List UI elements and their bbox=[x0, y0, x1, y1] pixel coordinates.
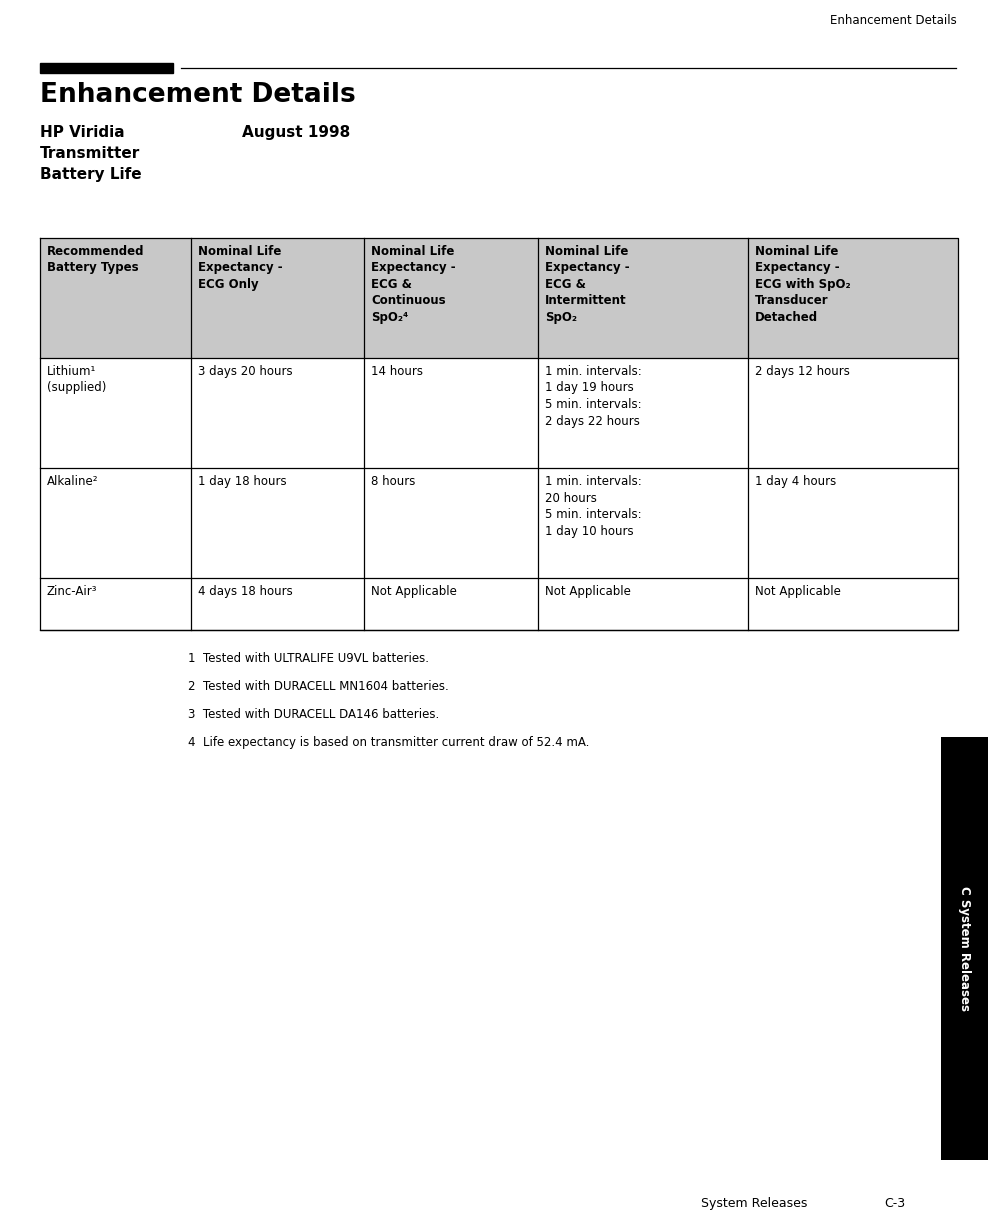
Text: Enhancement Details: Enhancement Details bbox=[40, 82, 356, 108]
Text: C System Releases: C System Releases bbox=[957, 887, 971, 1011]
Text: Enhancement Details: Enhancement Details bbox=[830, 14, 956, 27]
Bar bbox=[941, 737, 988, 1160]
Text: Alkaline²: Alkaline² bbox=[46, 475, 98, 488]
Text: 1 day 18 hours: 1 day 18 hours bbox=[198, 475, 287, 488]
Text: 2 days 12 hours: 2 days 12 hours bbox=[755, 365, 850, 378]
Text: 14 hours: 14 hours bbox=[371, 365, 424, 378]
Text: 1 min. intervals:
1 day 19 hours
5 min. intervals:
2 days 22 hours: 1 min. intervals: 1 day 19 hours 5 min. … bbox=[544, 365, 641, 427]
Text: Nominal Life
Expectancy -
ECG &
Intermittent
SpO₂: Nominal Life Expectancy - ECG & Intermit… bbox=[544, 246, 629, 324]
Text: Lithium¹
(supplied): Lithium¹ (supplied) bbox=[46, 365, 106, 394]
Text: Nominal Life
Expectancy -
ECG with SpO₂
Transducer
Detached: Nominal Life Expectancy - ECG with SpO₂ … bbox=[755, 246, 851, 324]
Text: Nominal Life
Expectancy -
ECG &
Continuous
SpO₂⁴: Nominal Life Expectancy - ECG & Continuo… bbox=[371, 246, 456, 324]
Text: HP Viridia
Transmitter
Battery Life: HP Viridia Transmitter Battery Life bbox=[40, 125, 141, 182]
Bar bbox=[40, 238, 958, 359]
Text: August 1998: August 1998 bbox=[242, 125, 351, 140]
Text: 2  Tested with DURACELL MN1604 batteries.: 2 Tested with DURACELL MN1604 batteries. bbox=[188, 680, 449, 693]
Bar bbox=[40, 63, 173, 72]
Text: 4 days 18 hours: 4 days 18 hours bbox=[198, 585, 292, 598]
Text: Not Applicable: Not Applicable bbox=[755, 585, 841, 598]
Text: 1  Tested with ULTRALIFE U9VL batteries.: 1 Tested with ULTRALIFE U9VL batteries. bbox=[188, 652, 429, 666]
Text: 1 min. intervals:
20 hours
5 min. intervals:
1 day 10 hours: 1 min. intervals: 20 hours 5 min. interv… bbox=[544, 475, 641, 538]
Text: 8 hours: 8 hours bbox=[371, 475, 416, 488]
Text: Not Applicable: Not Applicable bbox=[544, 585, 630, 598]
Text: C-3: C-3 bbox=[884, 1197, 905, 1210]
Text: 4  Life expectancy is based on transmitter current draw of 52.4 mA.: 4 Life expectancy is based on transmitte… bbox=[188, 736, 589, 749]
Text: 1 day 4 hours: 1 day 4 hours bbox=[755, 475, 836, 488]
Text: Nominal Life
Expectancy -
ECG Only: Nominal Life Expectancy - ECG Only bbox=[198, 246, 283, 291]
Text: Zinc-Air³: Zinc-Air³ bbox=[46, 585, 97, 598]
Text: 3 days 20 hours: 3 days 20 hours bbox=[198, 365, 292, 378]
Text: 3  Tested with DURACELL DA146 batteries.: 3 Tested with DURACELL DA146 batteries. bbox=[188, 709, 439, 721]
Text: Not Applicable: Not Applicable bbox=[371, 585, 457, 598]
Text: Recommended
Battery Types: Recommended Battery Types bbox=[46, 246, 144, 275]
Text: System Releases: System Releases bbox=[701, 1197, 808, 1210]
